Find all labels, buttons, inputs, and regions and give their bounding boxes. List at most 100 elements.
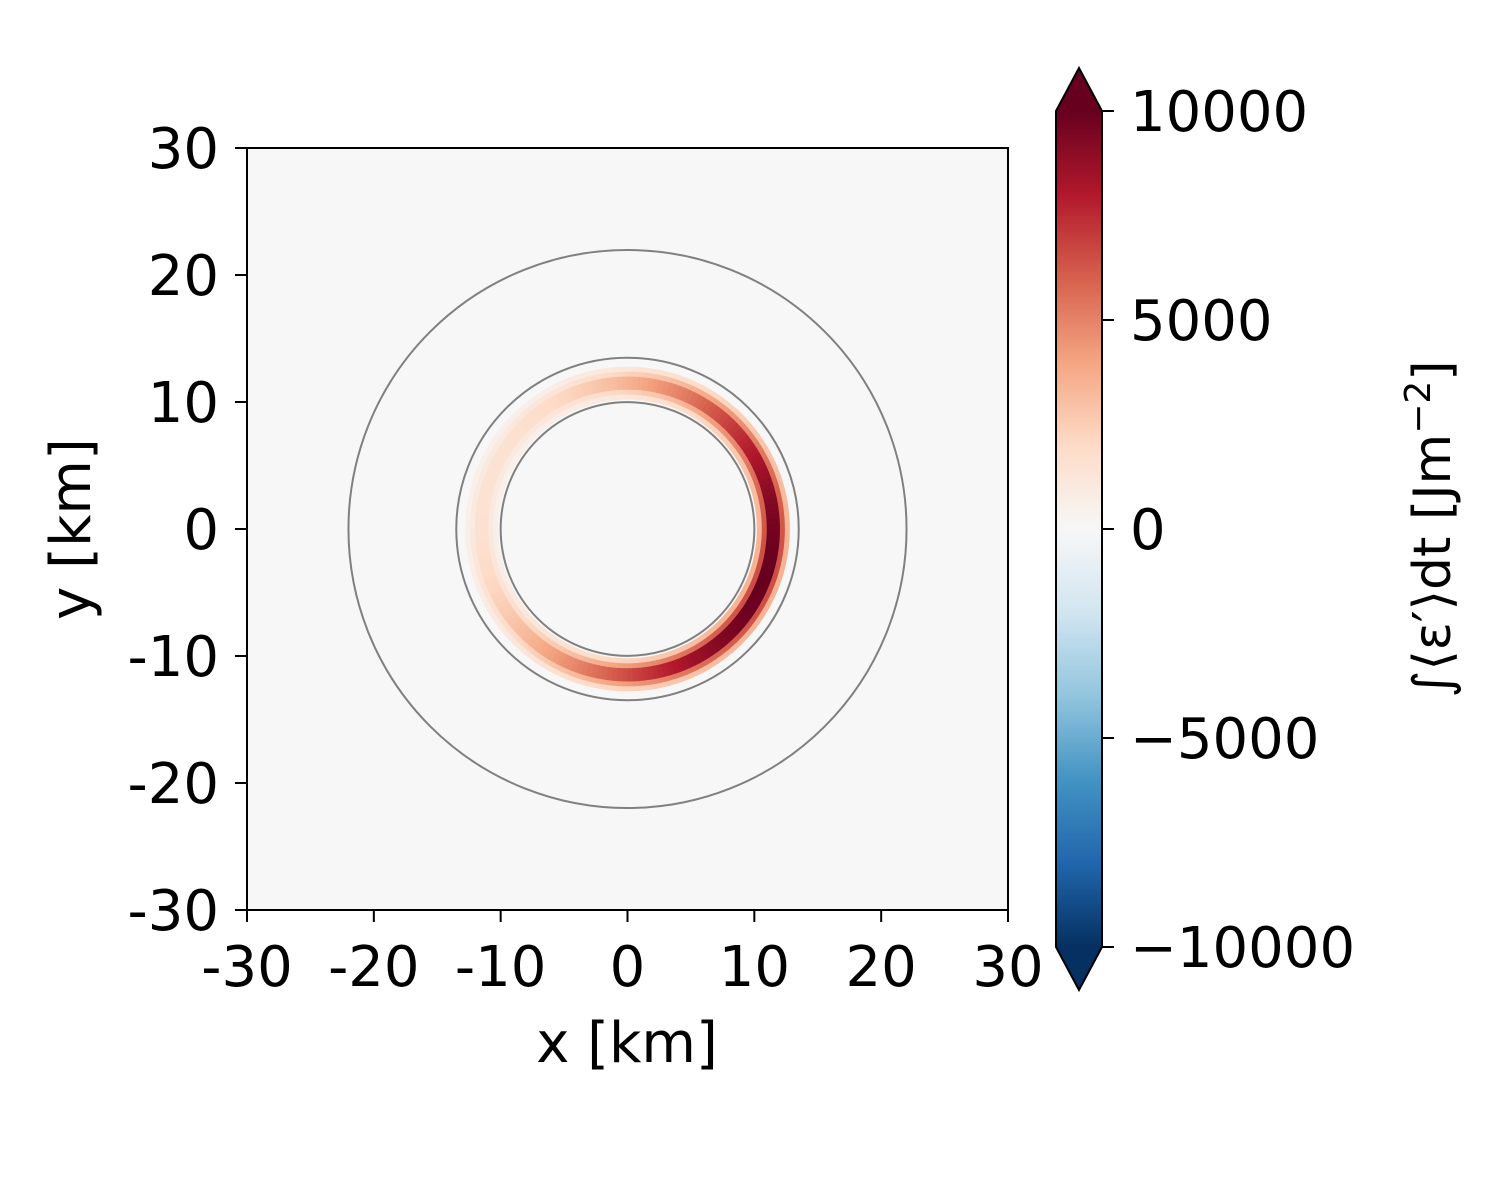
ring-cell — [765, 507, 780, 515]
ring-cell — [764, 548, 779, 556]
ring-cell — [490, 590, 505, 601]
ring-cell — [651, 665, 660, 680]
ring-cell — [742, 443, 757, 456]
y-tick-label: -20 — [128, 752, 219, 817]
ring-cell — [560, 389, 571, 404]
ring-cell — [727, 622, 741, 635]
colorbar-tick-label: −10000 — [1130, 916, 1355, 981]
ring-cell — [734, 430, 748, 444]
ring-cell — [560, 654, 572, 669]
ring-cell — [748, 594, 763, 606]
ring-cell — [565, 387, 576, 402]
ring-cell — [730, 618, 745, 632]
x-tick-label: -20 — [328, 935, 419, 1000]
ring-cell — [533, 638, 546, 653]
ring-cell — [716, 412, 730, 426]
ring-cell — [480, 481, 496, 491]
ring-cell — [747, 452, 763, 464]
ring-cell — [701, 399, 713, 414]
ring-cell — [575, 384, 585, 399]
ring-cell — [688, 651, 700, 667]
ring-cell — [498, 443, 513, 456]
ring-cell — [475, 513, 489, 520]
ring-cell — [537, 402, 550, 417]
ring-cell — [683, 389, 695, 404]
ring-cell — [701, 644, 713, 659]
y-tick-label: 0 — [183, 498, 219, 563]
ring-cell — [737, 610, 751, 623]
colorbar-gradient — [1056, 111, 1102, 947]
ring-cell — [477, 497, 492, 506]
ring-cell — [737, 434, 751, 448]
ring-cell — [754, 580, 769, 592]
ring-cell — [492, 452, 507, 464]
ring-cell — [745, 598, 760, 610]
ring-cell — [713, 408, 726, 423]
ring-cell — [475, 518, 489, 525]
ring-cell — [611, 376, 618, 391]
x-axis-label: x [km] — [536, 1011, 718, 1076]
ring-cell — [525, 412, 538, 426]
colorbar-extend-min — [1056, 947, 1102, 990]
ring-cell — [555, 391, 567, 407]
ring-cell — [697, 646, 709, 662]
ring-cell — [670, 383, 680, 399]
ring-cell — [529, 408, 542, 423]
ring-cell — [674, 385, 685, 400]
ring-cell — [665, 382, 675, 397]
ring-cell — [759, 567, 775, 577]
ring-cell — [766, 538, 780, 545]
ring-cell — [482, 476, 497, 487]
ring-cell — [763, 497, 778, 505]
ring-cell — [492, 594, 508, 606]
colorbar-label: ∫⟨ε′⟩dt [Jm−2] — [1398, 360, 1463, 697]
ring-cell — [661, 662, 670, 677]
ring-cell — [595, 665, 604, 680]
ring-cell — [595, 378, 604, 393]
ring-cell — [479, 486, 494, 496]
ring-cell — [758, 571, 773, 582]
reference-circle — [347, 248, 908, 810]
ring-cell — [611, 667, 619, 682]
ring-cell — [766, 518, 780, 525]
ring-band — [475, 376, 780, 682]
ring-cell — [475, 538, 490, 546]
ring-cell — [533, 405, 546, 420]
ring-cell — [510, 618, 525, 632]
y-tick-label: -10 — [128, 625, 219, 690]
y-tick-label: 30 — [148, 117, 219, 182]
ring-cell — [758, 476, 773, 486]
ring-cell — [727, 422, 741, 436]
colorbar-tick-label: 5000 — [1130, 289, 1273, 354]
ring-cell — [501, 606, 515, 619]
ring-cell — [665, 661, 675, 676]
ring-cell — [692, 394, 704, 409]
ring-cell — [717, 632, 730, 646]
ring-cell — [517, 625, 531, 639]
ring-cell — [679, 387, 690, 402]
x-tick-label: 10 — [719, 935, 790, 1000]
ring-cell — [478, 557, 493, 567]
ring-cell — [606, 666, 614, 681]
ring-cell — [507, 431, 521, 444]
ring-cell — [765, 543, 780, 551]
ring-cell — [601, 666, 609, 681]
ring-cell — [490, 457, 505, 469]
ring-cell — [637, 667, 644, 682]
ring-cell — [750, 589, 765, 601]
ring-cell — [551, 649, 563, 664]
ring-cell — [621, 376, 628, 390]
ring-cell — [542, 399, 554, 414]
ring-cell — [555, 651, 567, 667]
reference-circles — [347, 248, 908, 810]
ring-cell — [510, 426, 525, 440]
ring-cell — [642, 666, 649, 681]
ring-cell — [762, 491, 777, 501]
ring-cell — [486, 581, 501, 592]
ring-cell — [763, 552, 778, 561]
reference-circle — [499, 401, 756, 657]
plot-background — [247, 148, 1008, 910]
ring-cell — [585, 662, 595, 677]
ring-cell — [542, 644, 554, 659]
colorbar-tick-label: 0 — [1130, 498, 1166, 563]
